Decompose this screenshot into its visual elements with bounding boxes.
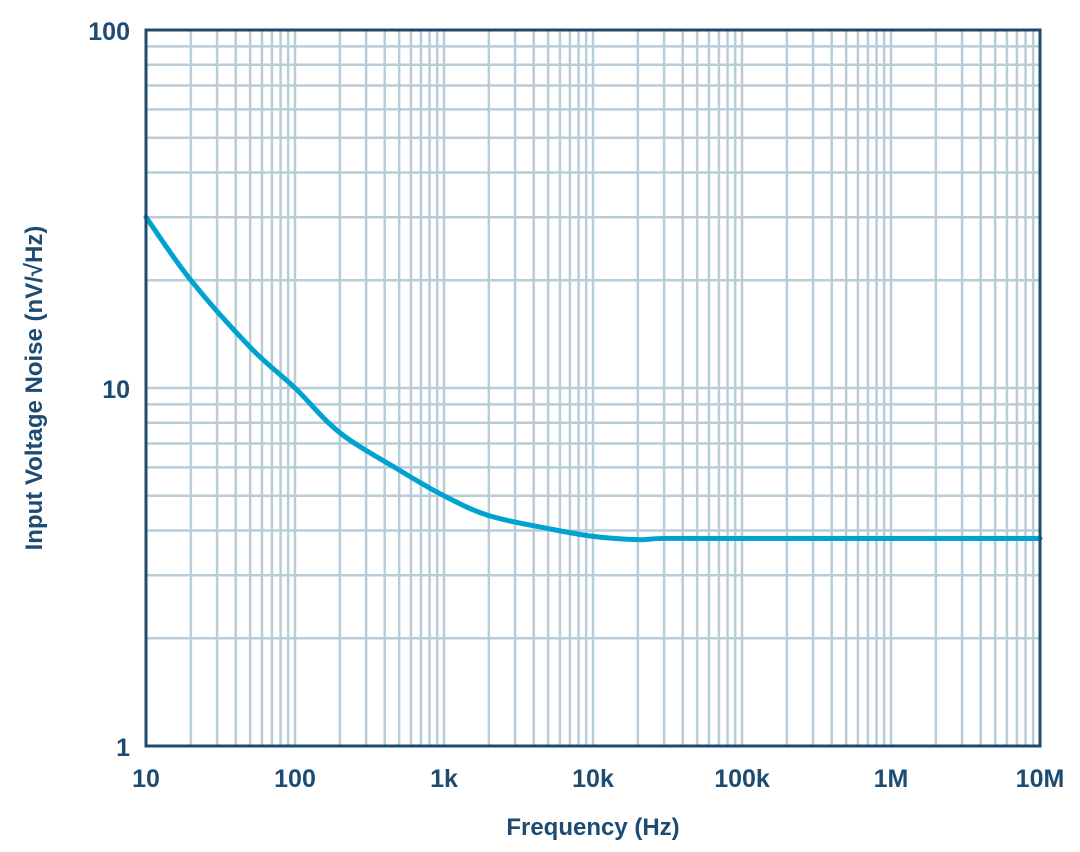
series-layer bbox=[143, 214, 1043, 543]
y-tick-labels: 1 10 100 bbox=[88, 18, 130, 762]
x-tick-label: 1M bbox=[874, 765, 909, 793]
y-axis-label: Input Voltage Noise (nV/√Hz) bbox=[21, 226, 48, 551]
x-tick-labels: 10 100 1k 10k 100k 1M 10M bbox=[132, 765, 1064, 793]
x-tick-label: 10 bbox=[132, 765, 160, 793]
x-axis-label: Frequency (Hz) bbox=[506, 814, 679, 841]
y-tick-label: 10 bbox=[102, 376, 130, 404]
plot-frame bbox=[144, 28, 1042, 748]
y-tick-label: 100 bbox=[88, 18, 130, 46]
x-tick-label: 100k bbox=[714, 765, 770, 793]
y-tick-label: 1 bbox=[116, 734, 130, 762]
x-tick-label: 100 bbox=[274, 765, 316, 793]
x-tick-label: 10M bbox=[1016, 765, 1065, 793]
grid bbox=[146, 30, 1040, 746]
x-tick-label: 10k bbox=[572, 765, 614, 793]
x-tick-label: 1k bbox=[430, 765, 458, 793]
noise-curve-line bbox=[143, 214, 1043, 543]
